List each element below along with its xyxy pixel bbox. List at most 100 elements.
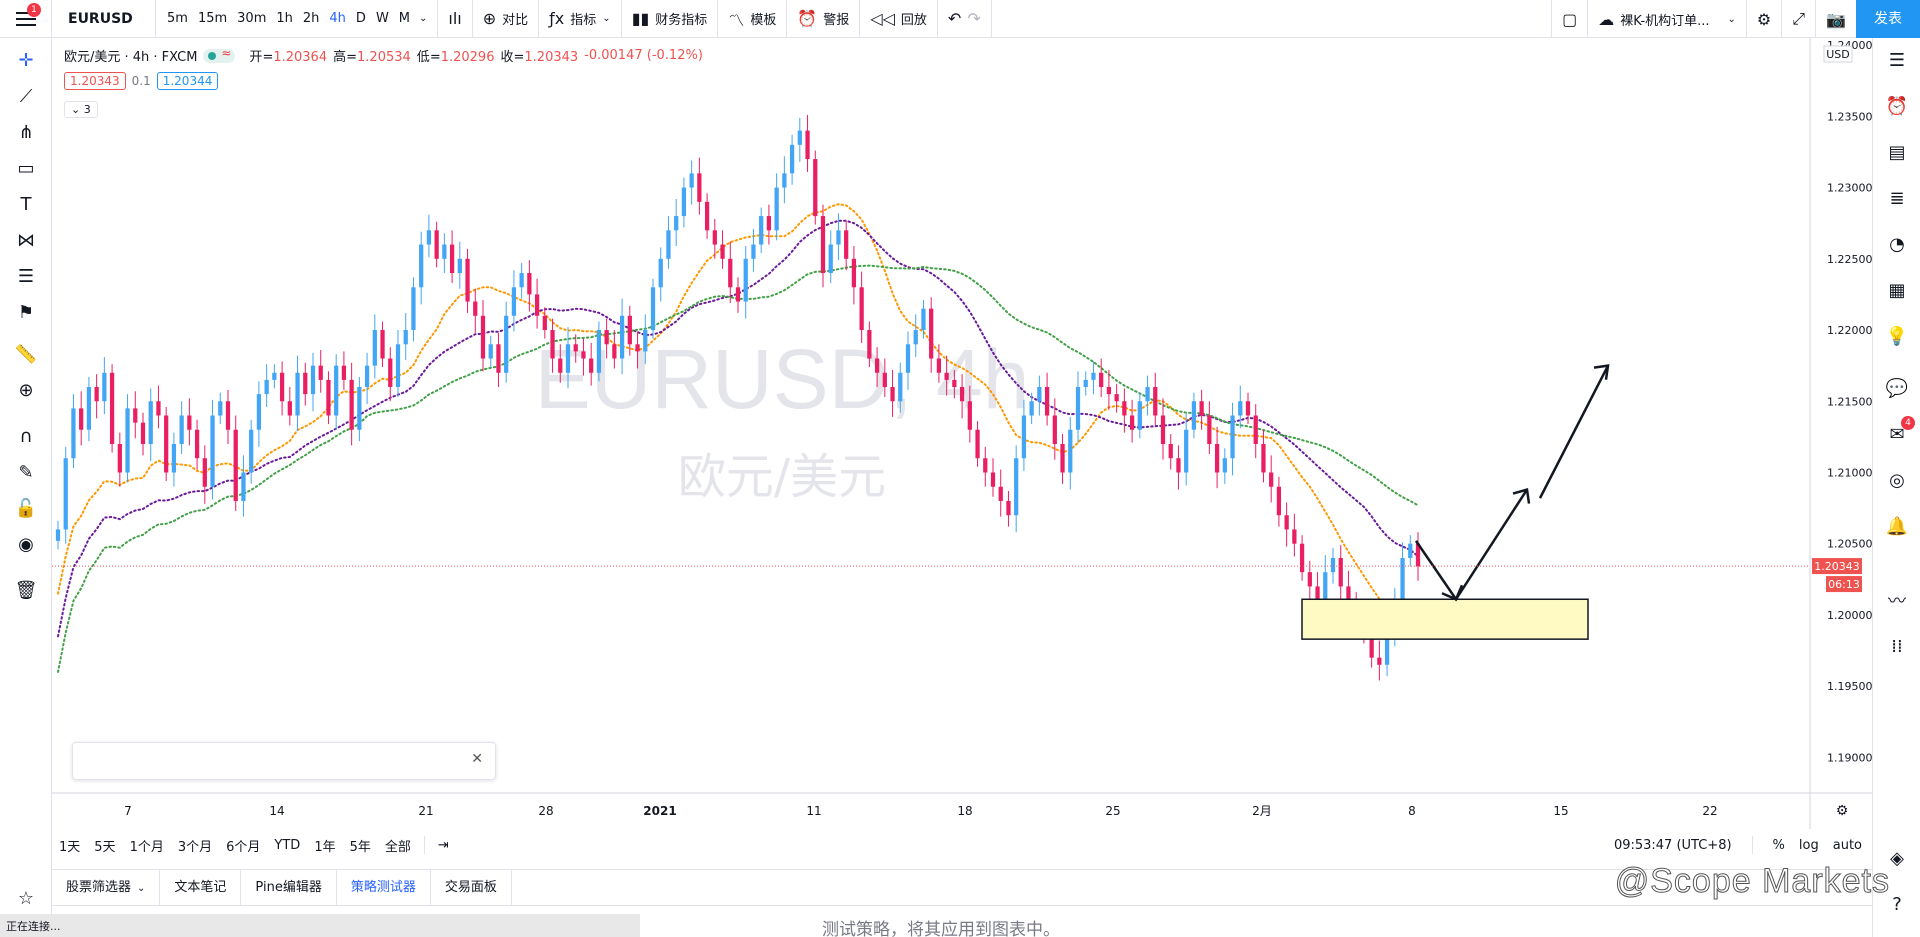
replay-button[interactable]: ◁◁ 回放 <box>860 0 938 38</box>
tab-text-notes[interactable]: 文本笔记 <box>160 869 242 906</box>
trash-icon[interactable]: 🗑 <box>14 579 38 601</box>
settings-button[interactable]: ⚙ <box>1745 0 1781 38</box>
range-all[interactable]: 全部 <box>384 839 411 855</box>
magnet-icon[interactable]: ∩ <box>19 425 33 447</box>
trading-icon[interactable]: 〰 <box>1888 591 1906 612</box>
messages-icon[interactable]: ✉ 4 <box>1883 416 1915 448</box>
candle-body <box>1129 415 1135 430</box>
countdown-badge <box>1826 576 1862 593</box>
axis-settings-icon[interactable]: ⚙ <box>1836 803 1849 819</box>
interval-5m[interactable]: 5m <box>167 11 188 26</box>
interval-2h[interactable]: 2h <box>302 11 320 26</box>
layers-icon[interactable]: ◈ <box>1890 847 1904 869</box>
indicators-collapse-button[interactable]: ⌄ 3 <box>64 101 98 118</box>
chart-legend: 欧元/美元 · 4h · FXCM 开=1.20364 高=1.20534 低=… <box>64 46 703 66</box>
alert-label: 警报 <box>823 13 850 28</box>
help-icon[interactable]: ? <box>1892 893 1902 915</box>
alarm-icon[interactable]: ⏰ <box>1885 95 1909 117</box>
auto-toggle[interactable]: auto <box>1832 837 1862 853</box>
ruler-icon[interactable]: 📏 <box>14 343 38 365</box>
pitchfork-icon[interactable]: ⋔ <box>18 121 34 143</box>
candle-body <box>241 472 246 501</box>
interval-4h[interactable]: 4h <box>329 11 346 26</box>
chart-type-button[interactable]: ılı <box>438 0 473 38</box>
notifications-icon[interactable]: 🔔 <box>1885 515 1909 537</box>
buy-price-button[interactable]: 1.20344 <box>156 72 219 90</box>
dom-icon[interactable]: ⁞⁞ <box>1891 635 1903 657</box>
tab-stock-screener[interactable]: 股票筛选器 ⌄ <box>52 869 161 906</box>
range-5y[interactable]: 5年 <box>349 839 371 855</box>
y-tick-label: 1.23500 <box>1827 110 1872 123</box>
lock-drawings-icon[interactable]: ✎ <box>18 461 34 483</box>
range-ytd[interactable]: YTD <box>274 837 301 853</box>
icons-icon[interactable]: ⚑ <box>17 301 35 323</box>
sell-price-button[interactable]: 1.20343 <box>64 72 126 90</box>
fullscreen-button[interactable]: ⤢ <box>1781 0 1815 38</box>
prediction-icon[interactable]: ☰ <box>17 265 35 287</box>
chat-icon[interactable]: 💬 <box>1885 377 1909 399</box>
templates-button[interactable]: 〽模板 <box>718 0 788 38</box>
indicators-button[interactable]: ƒx 指标 ⌄ <box>539 0 622 38</box>
chevron-down-icon[interactable]: ⌄ <box>419 13 428 24</box>
candle-body <box>983 458 988 473</box>
log-toggle[interactable]: log <box>1798 837 1819 853</box>
zoom-icon[interactable]: ⊕ <box>18 379 34 401</box>
tab-trading-panel[interactable]: 交易面板 <box>431 869 512 906</box>
market-status-icon[interactable] <box>203 46 236 63</box>
crosshair-icon[interactable]: ✛ <box>18 49 34 71</box>
data-window-icon[interactable]: ≣ <box>1889 187 1905 209</box>
interval-m[interactable]: M <box>398 11 411 26</box>
candle-body <box>364 365 370 388</box>
interval-30m[interactable]: 30m <box>237 11 267 26</box>
rectangle-icon[interactable]: ▭ <box>17 157 35 179</box>
streams-icon[interactable]: ◎ <box>1889 469 1905 491</box>
news-icon[interactable]: ▤ <box>1888 141 1906 163</box>
interval-w[interactable]: W <box>375 11 389 26</box>
interval-15m[interactable]: 15m <box>197 11 228 26</box>
range-1y[interactable]: 1年 <box>314 839 336 855</box>
snapshot-button[interactable]: 📷 <box>1815 0 1856 38</box>
close-icon[interactable]: ✕ <box>471 751 483 767</box>
layout-menu[interactable]: ☁ 裸K-机构订单... ⌄ <box>1587 0 1746 38</box>
strategy-tester-message: 测试策略，将其应用到图表中。 <box>822 920 1060 937</box>
calendar-icon[interactable]: ▦ <box>1888 279 1906 301</box>
text-icon[interactable]: T <box>20 193 32 215</box>
compare-button[interactable]: ⊕ 对比 <box>473 0 540 38</box>
ma-fast-line <box>57 203 1419 610</box>
symbol-search[interactable]: EURUSD <box>52 0 156 38</box>
star-icon[interactable]: ☆ <box>17 887 35 909</box>
fullscreen-layout-button[interactable]: ▢ <box>1551 0 1587 38</box>
range-6m[interactable]: 6个月 <box>226 839 261 855</box>
alert-button[interactable]: ⏰ 警报 <box>787 0 861 38</box>
annotations[interactable] <box>1301 364 1610 640</box>
price-chart[interactable]: EURUSD, 4h 欧元/美元 1.240001.235001.230001.… <box>52 38 1872 829</box>
tab-strategy-tester[interactable]: 策略测试器 <box>337 869 431 906</box>
undo-icon[interactable]: ↶ <box>947 9 962 28</box>
pattern-icon[interactable]: ⋈ <box>17 229 35 251</box>
redo-icon[interactable]: ↷ <box>967 9 981 28</box>
range-1m[interactable]: 1个月 <box>129 839 164 855</box>
tab-pine-editor[interactable]: Pine编辑器 <box>241 869 337 906</box>
range-5d[interactable]: 5天 <box>94 839 116 855</box>
range-1d[interactable]: 1天 <box>59 839 81 855</box>
range-3m[interactable]: 3个月 <box>177 839 213 855</box>
legend-title[interactable]: 欧元/美元 · 4h · FXCM <box>64 50 198 65</box>
percent-toggle[interactable]: % <box>1772 837 1785 853</box>
time-axis[interactable]: 7 14 21 28 2021 11 18 25 2月 8 15 22 <box>52 792 1872 818</box>
interval-d[interactable]: D <box>355 11 366 26</box>
candle-body <box>233 429 238 501</box>
trend-line-icon[interactable]: ⟋ <box>19 85 33 107</box>
watchlist-icon[interactable]: ☰ <box>1888 49 1906 71</box>
ideas-icon[interactable]: 💡 <box>1885 325 1909 347</box>
goto-date-icon[interactable]: ⇥ <box>437 837 449 853</box>
interval-1h[interactable]: 1h <box>276 11 293 26</box>
price-axis[interactable]: 1.240001.235001.230001.225001.220001.215… <box>1809 38 1872 829</box>
main-menu-button[interactable]: 1 <box>0 0 52 38</box>
hotlist-icon[interactable]: ◔ <box>1889 233 1905 255</box>
clock-time[interactable]: 09:53:47 (UTC+8) <box>1613 837 1732 853</box>
x-tick-label: 15 <box>1553 804 1568 818</box>
publish-button[interactable]: 发表 <box>1856 0 1920 38</box>
financials-button[interactable]: ▮▮ 财务指标 <box>622 0 719 38</box>
lock-icon[interactable]: 🔓 <box>14 497 38 519</box>
eye-icon[interactable]: ◉ <box>18 533 34 555</box>
